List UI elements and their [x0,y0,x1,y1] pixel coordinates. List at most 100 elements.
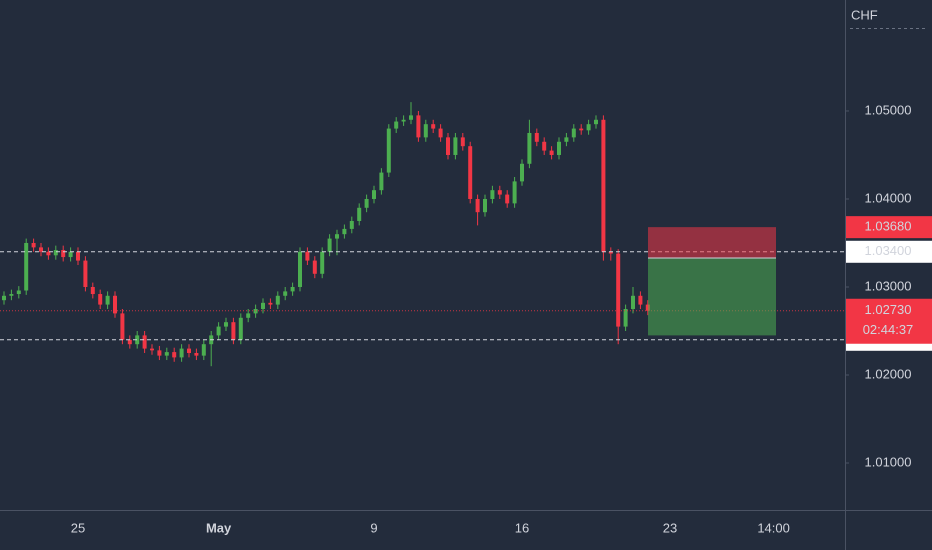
y-tick-label: 1.02000 [865,366,912,381]
candle-body [246,313,251,318]
currency-label: CHF [851,7,878,22]
candle-body [520,163,524,182]
candle-body [194,352,199,356]
candle-body [401,119,406,122]
candle-body [135,335,140,345]
candle-body [68,251,73,258]
candle-body [505,194,510,204]
candle-body [446,137,450,155]
candle-body [150,348,154,351]
candle-body [490,190,495,199]
candle-body [327,238,332,252]
candle-body [497,190,502,195]
candle-body [61,250,66,258]
candle-body [224,322,228,327]
candle-body [638,295,643,305]
candle-body [2,295,6,301]
candle-body [238,317,243,340]
y-tick-label: 1.01000 [865,454,912,469]
candle-body [534,132,539,142]
candle-body [305,251,310,261]
candle-body [483,198,487,213]
candle-body [564,137,569,142]
stop-zone [648,227,776,258]
candle-body [187,348,191,353]
candle-body [39,247,43,252]
candle-body [90,286,95,295]
candle-body [83,260,88,287]
candle-body [409,115,413,120]
candle-body [98,294,103,305]
candle-body [631,295,635,309]
candle-body [512,181,517,204]
x-tick-label: 25 [71,520,85,535]
candle-body [438,128,443,138]
candle-body [127,339,132,345]
candle-body [542,141,547,151]
candle-body [357,207,362,221]
candle-body [9,294,14,296]
candle-body [31,242,36,248]
stop-label-box [846,216,932,239]
stop-label: 1.03680 [865,219,912,234]
candle-body [172,352,177,358]
candle-body [105,295,110,305]
candle-body [364,198,369,208]
candle-body [608,251,613,254]
candle-body [53,250,58,256]
candle-body [394,121,399,129]
candle-body [157,350,162,356]
candle-body [386,128,391,173]
y-tick-label: 1.04000 [865,190,912,205]
candle-body [24,242,29,291]
x-tick-label: May [206,520,232,535]
y-tick-label: 1.05000 [865,102,912,117]
candle-body [201,344,206,356]
candle-body [549,150,554,155]
candle-body [231,322,236,340]
candle-body [120,313,125,340]
candle-body [623,308,628,327]
candle-body [179,348,184,358]
candle-body [275,295,280,305]
x-tick-label: 14:00 [757,520,790,535]
candle-body [113,295,117,314]
candle-body [290,286,295,292]
candle-body [423,124,428,138]
candle-body [349,220,354,229]
y-tick-label: 1.03000 [865,278,912,293]
candle-body [320,251,325,274]
candle-body [342,228,347,235]
candle-body [616,253,621,327]
candle-body [261,302,265,309]
candle-body [46,251,51,256]
last-price-label: 1.02730 [865,302,912,317]
plot-area [0,102,845,367]
target-zone [648,257,776,336]
last-price-box [846,298,932,344]
candle-body [372,190,376,199]
x-tick-label: 16 [515,520,529,535]
candle-body [416,115,421,138]
candle-body [335,234,339,239]
x-tick-label: 9 [370,520,377,535]
price-axis: 1.05000 1.04000 1.03000 1.02000 1.01000 1.034… [845,102,932,469]
price-label: 1.03400 [865,243,912,258]
candle-body [431,124,436,129]
candle-body [379,172,384,191]
candle-body [586,124,591,131]
candle-body [475,198,480,213]
candle-body [594,119,598,125]
candle-body [468,146,473,199]
candle-body [16,290,21,295]
candle-body [216,326,221,336]
candle-body [645,304,650,311]
candle-body [298,251,302,287]
candle-body [453,137,458,155]
candle-body [142,335,147,349]
candle-body [283,291,288,296]
candle-body [460,137,465,147]
candle-body [527,132,532,164]
